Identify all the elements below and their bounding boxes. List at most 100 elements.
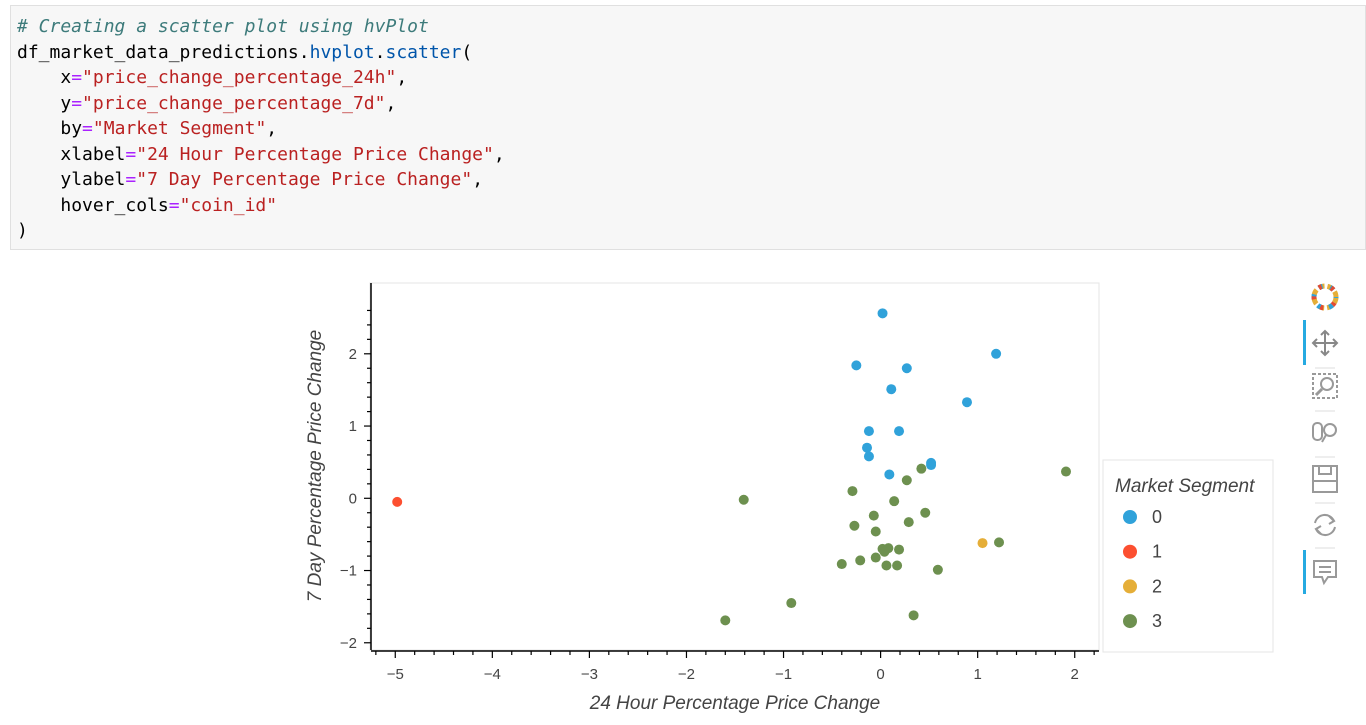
code-comma: , [472,169,484,190]
y-tick-label: −2 [340,635,357,652]
point-segment-3[interactable] [894,544,905,555]
legend-marker-2 [1123,579,1137,594]
x-tick-label: 0 [876,666,884,683]
pan-icon[interactable] [1311,329,1339,357]
code-arg-val: "24 Hour Percentage Price Change" [136,143,494,165]
point-segment-3[interactable] [847,486,858,497]
x-axis: −5 −4 −3 −2 −1 0 1 2 [371,650,1099,683]
bokeh-logo-icon[interactable] [1311,283,1339,311]
point-segment-0[interactable] [863,426,874,437]
code-eq: = [71,92,83,114]
point-segment-0[interactable] [851,360,862,371]
point-segment-3[interactable] [1060,466,1071,477]
code-block: # Creating a scatter plot using hvPlot d… [17,14,1359,244]
point-segment-3[interactable] [916,463,927,474]
code-eq: = [168,194,180,216]
x-tick-label: −2 [678,666,695,683]
point-segment-3[interactable] [920,507,931,518]
point-segment-0[interactable] [894,426,905,437]
y-tick-label: 2 [349,346,357,363]
code-arg-val: "price_change_percentage_24h" [82,67,397,88]
x-tick-label: 2 [1071,666,1079,683]
legend-label-1: 1 [1152,542,1162,562]
point-segment-0[interactable] [886,384,897,395]
reset-icon[interactable] [1314,513,1336,537]
code-attr-scatter: scatter [385,41,462,63]
point-segment-0[interactable] [961,397,972,408]
wheel-zoom-icon[interactable] [1312,422,1337,443]
legend-marker-0 [1123,510,1137,524]
code-eq: = [125,169,137,190]
code-arg-key: x [60,67,72,88]
point-segment-3[interactable] [738,494,749,505]
code-arg-key: hover_cols [60,194,169,216]
y-axis: −2 −1 0 1 2 [340,283,372,652]
legend-label-0: 0 [1152,507,1162,527]
hover-icon[interactable] [1313,560,1337,586]
point-segment-0[interactable] [863,451,874,462]
point-segment-3[interactable] [786,598,797,609]
y-axis-label: 7 Day Percentage Price Change [305,330,326,603]
code-comma: , [493,143,505,165]
code-comment: # Creating a scatter plot using hvPlot [17,16,429,37]
legend-label-2: 2 [1152,576,1162,596]
code-eq: = [82,118,93,139]
y-tick-label: −1 [340,563,357,580]
code-close-paren: ) [17,220,28,241]
save-icon[interactable] [1312,465,1338,493]
code-arg-val: "price_change_percentage_7d" [82,92,386,114]
code-eq: = [125,143,137,165]
point-segment-0[interactable] [991,348,1002,359]
x-tick-label: −5 [387,666,404,683]
x-tick-label: −3 [581,666,598,683]
point-segment-3[interactable] [994,537,1005,548]
point-segment-2[interactable] [977,538,988,549]
point-segment-3[interactable] [932,564,943,575]
code-comma: , [385,92,397,114]
plot-frame [369,282,1100,651]
code-arg-val: "7 Day Percentage Price Change" [136,169,473,190]
point-segment-3[interactable] [836,559,847,570]
x-tick-label: −4 [484,666,501,683]
hover-active-indicator [1303,550,1306,594]
point-segment-3[interactable] [720,615,731,626]
y-tick-label: 0 [349,490,357,507]
x-tick-label: −1 [775,666,792,683]
legend-marker-1 [1123,544,1137,559]
point-segment-3[interactable] [901,475,912,486]
point-segment-3[interactable] [903,517,914,528]
point-segment-3[interactable] [868,510,879,521]
point-segment-0[interactable] [901,363,912,374]
legend: Market Segment 0 1 2 3 [1102,459,1274,653]
legend-label-3: 3 [1152,611,1162,631]
code-cell[interactable]: # Creating a scatter plot using hvPlot d… [10,5,1366,250]
point-segment-0[interactable] [877,308,888,319]
legend-title: Market Segment [1115,476,1255,497]
point-segment-3[interactable] [849,520,860,531]
code-eq: = [71,67,83,88]
point-segment-3[interactable] [870,526,881,537]
point-segment-3[interactable] [889,496,900,507]
point-segment-3[interactable] [879,546,890,557]
y-tick-label: 1 [349,418,357,435]
code-comma: , [396,67,408,88]
point-segment-3[interactable] [881,560,892,571]
code-open-paren: ( [461,41,473,63]
code-arg-val: "Market Segment" [92,118,267,139]
point-segment-0[interactable] [862,442,873,453]
point-segment-3[interactable] [892,560,903,571]
point-segment-0[interactable] [884,469,895,480]
code-comma: , [266,118,278,139]
code-object: df_market_data_predictions. [17,41,310,63]
code-arg-key: ylabel [60,169,126,190]
point-segment-0[interactable] [926,460,937,471]
x-axis-label: 24 Hour Percentage Price Change [589,693,880,714]
point-segment-3[interactable] [855,555,866,566]
data-points[interactable] [392,308,1071,626]
point-segment-3[interactable] [908,610,919,621]
code-arg-key: xlabel [60,143,126,165]
point-segment-3[interactable] [870,552,881,563]
box-zoom-icon[interactable] [1312,373,1338,399]
point-segment-1[interactable] [392,496,403,507]
